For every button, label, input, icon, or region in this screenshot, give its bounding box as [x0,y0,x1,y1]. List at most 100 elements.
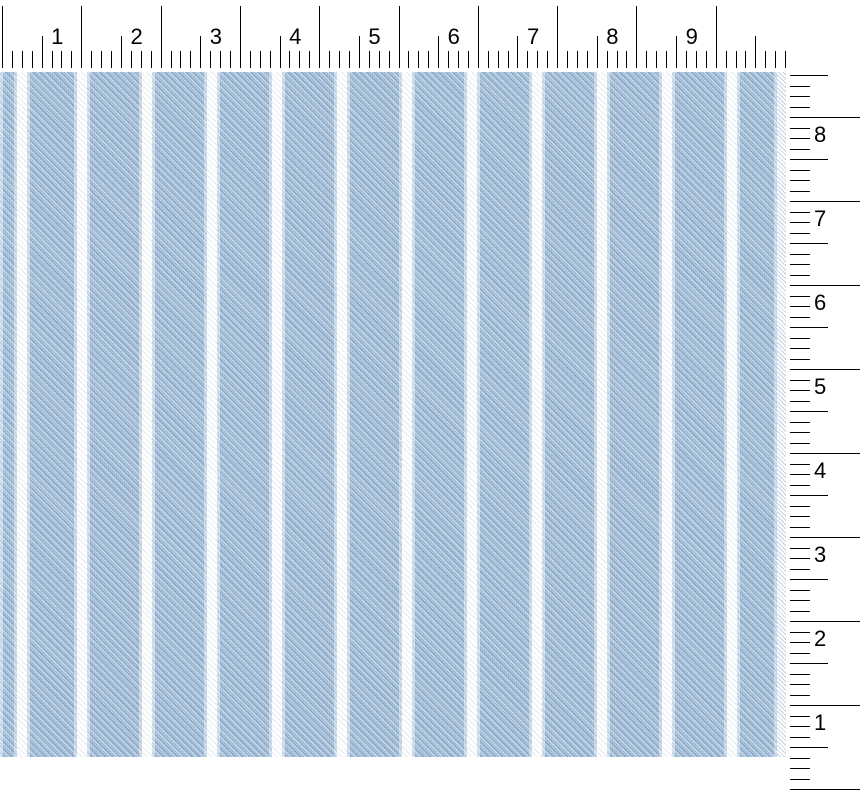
ruler-tick-eighth [790,516,810,517]
ruler-tick-eighth [12,51,13,68]
ruler-tick-inch [790,453,860,454]
ruler-tick-eighth [190,51,191,68]
ruler-tick-eighth [790,317,810,318]
ruler-tick-eighth [369,51,370,68]
ruler-tick-eighth [329,51,330,68]
ruler-tick-eighth [785,51,786,68]
ruler-tick-eighth [790,254,810,255]
ruler-tick-inch [81,6,82,68]
ruler-tick-eighth [790,569,810,570]
ruler-tick-eighth [790,590,810,591]
ruler-label-inch-8: 8 [606,24,619,49]
ruler-tick-eighth [309,51,310,68]
ruler-tick-eighth [790,716,810,717]
ruler-tick-eighth [790,464,810,465]
ruler-tick-eighth [790,107,810,108]
ruler-tick-half [755,36,756,68]
ruler-tick-eighth [607,51,608,68]
ruler-tick-eighth [790,474,810,475]
ruler-label-inch-1: 1 [51,24,64,49]
ruler-tick-eighth [91,51,92,68]
ruler-tick-eighth [488,51,489,68]
ruler-tick-eighth [587,51,588,68]
ruler-tick-eighth [790,170,810,171]
ruler-tick-eighth [626,51,627,68]
ruler-tick-eighth [111,51,112,68]
ruler-tick-eighth [790,275,810,276]
ruler-tick-inch [240,6,241,68]
ruler-tick-eighth [210,51,211,68]
ruler-tick-inch [557,6,558,68]
ruler-label-inch-7: 7 [526,24,540,49]
ruler-label-inch-4: 4 [814,458,827,483]
ruler-tick-half [790,579,828,580]
ruler-tick-eighth [339,51,340,68]
ruler-tick-eighth [790,390,810,391]
ruler-tick-inch [790,369,860,370]
ruler-tick-eighth [790,306,810,307]
ruler-tick-eighth [458,51,459,68]
ruler-tick-eighth [765,51,766,68]
ruler-tick-eighth [790,653,810,654]
ruler-tick-eighth [71,51,72,68]
ruler-tick-eighth [498,51,499,68]
ruler-tick-eighth [428,51,429,68]
ruler-label-inch-6: 6 [447,24,460,49]
ruler-tick-eighth [790,338,810,339]
ruler-tick-eighth [790,737,810,738]
ruler-tick-eighth [790,296,810,297]
fabric-white-gap [77,72,87,757]
ruler-tick-eighth [349,51,350,68]
fabric-white-gap [337,72,347,757]
fabric-blue-stripe [0,72,17,757]
ruler-tick-eighth [131,51,132,68]
ruler-tick-half [790,747,828,748]
ruler-tick-eighth [790,674,810,675]
fabric-blue-stripe [217,72,272,757]
ruler-tick-eighth [745,51,746,68]
ruler-tick-half [597,36,598,68]
ruler-tick-half [517,36,518,68]
ruler-tick-half [359,36,360,68]
ruler-tick-eighth [790,138,810,139]
ruler-tick-inch [790,285,860,286]
ruler-tick-eighth [790,128,810,129]
ruler-tick-eighth [790,548,810,549]
ruler-tick-eighth [389,51,390,68]
ruler-tick-eighth [790,222,810,223]
ruler-tick-eighth [250,51,251,68]
ruler-tick-eighth [646,51,647,68]
ruler-tick-inch [636,6,637,68]
fabric-white-gap [272,72,282,757]
fabric-blue-stripe [607,72,662,757]
ruler-tick-eighth [790,96,810,97]
ruler-label-inch-4: 4 [289,24,302,49]
ruler-tick-eighth [220,51,221,68]
ruler-tick-eighth [537,51,538,68]
fabric-blue-stripe [412,72,467,757]
fabric-white-gap [662,72,672,757]
ruler-tick-eighth [696,51,697,68]
ruler-tick-eighth [180,51,181,68]
fabric-blue-stripe [477,72,532,757]
ruler-tick-half [790,411,828,412]
ruler-tick-eighth [706,51,707,68]
ruler-tick-eighth [790,432,810,433]
ruler-tick-half [790,327,828,328]
ruler-tick-half [790,75,828,76]
ruler-label-inch-3: 3 [209,24,223,49]
ruler-label-inch-2: 2 [814,626,827,651]
horizontal-ruler: 1 2 3 4 5 6 7 8 9 [0,0,860,72]
ruler-tick-half [790,159,828,160]
ruler-tick-eighth [567,51,568,68]
fabric-white-gap [597,72,607,757]
fabric-white-gap [17,72,27,757]
ruler-tick-eighth [790,180,810,181]
ruler-tick-eighth [790,506,810,507]
ruler-tick-eighth [790,611,810,612]
ruler-tick-inch [716,6,717,68]
ruler-tick-inch [790,117,860,118]
ruler-tick-eighth [141,51,142,68]
ruler-tick-inch [319,6,320,68]
ruler-label-inch-8: 8 [814,122,827,147]
